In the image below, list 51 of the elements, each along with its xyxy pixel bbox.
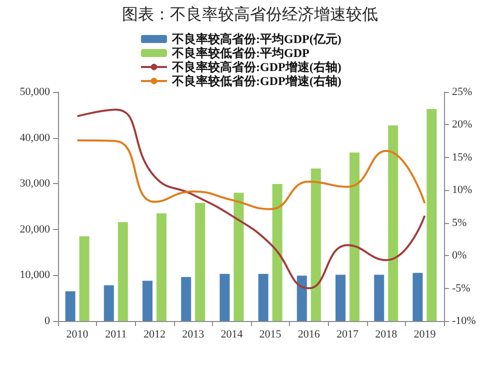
- x-tick-label: 2016: [298, 328, 320, 340]
- y2-tick-label: 20%: [452, 118, 472, 131]
- y-tick-label: 30,000: [20, 178, 50, 190]
- x-tick-label: 2019: [414, 328, 436, 340]
- x-tick-label: 2011: [105, 328, 127, 340]
- y-tick-label: 20,000: [20, 223, 50, 236]
- y-tick-label: 40,000: [20, 132, 50, 144]
- x-tick-label: 2015: [259, 328, 282, 340]
- bar: [65, 291, 76, 321]
- y-tick-label: 10,000: [20, 269, 50, 282]
- x-tick-label: 2010: [66, 328, 89, 340]
- y-tick-label: 50,000: [20, 86, 50, 98]
- x-tick-label: 2012: [144, 328, 166, 340]
- bar: [181, 277, 192, 321]
- bar: [350, 152, 360, 321]
- bar: [374, 274, 384, 321]
- x-tick-label: 2017: [336, 328, 359, 340]
- y-tick-label: 0: [44, 315, 50, 327]
- y2-tick-label: 0%: [452, 250, 467, 262]
- bar: [142, 280, 152, 321]
- legend-label: 不良率较低省份:GDP增速(右轴): [171, 74, 342, 88]
- y2-tick-label: -10%: [452, 315, 476, 327]
- y2-tick-label: 5%: [452, 216, 467, 229]
- chart-title: 图表：不良率较高省份经济增速较低: [122, 6, 378, 24]
- line-series: [76, 108, 426, 290]
- bar: [296, 276, 307, 321]
- bar: [336, 274, 346, 321]
- bar: [220, 274, 230, 321]
- bar: [156, 213, 166, 321]
- legend-label: 不良率较高省份:平均GDP(亿元): [171, 32, 342, 46]
- bar: [412, 272, 423, 321]
- bar: [104, 285, 114, 321]
- bar: [426, 108, 437, 321]
- x-tick-label: 2018: [375, 328, 398, 340]
- bar: [234, 192, 244, 321]
- bar: [388, 125, 398, 321]
- y2-tick-label: 10%: [452, 184, 472, 196]
- y2-tick-label: 15%: [452, 151, 472, 164]
- line-series: [76, 139, 426, 210]
- bar: [272, 184, 282, 321]
- x-tick-label: 2014: [220, 328, 244, 340]
- bar: [79, 236, 90, 321]
- legend-label: 不良率较低省份:平均GDP: [171, 46, 310, 60]
- legend-label: 不良率较高省份:GDP增速(右轴): [171, 60, 342, 74]
- y2-tick-label: 25%: [452, 86, 472, 98]
- x-tick-label: 2013: [182, 328, 205, 340]
- bar: [258, 274, 268, 321]
- bar: [195, 202, 206, 321]
- bar: [310, 168, 321, 321]
- y2-tick-label: -5%: [452, 282, 470, 294]
- bar: [118, 222, 128, 321]
